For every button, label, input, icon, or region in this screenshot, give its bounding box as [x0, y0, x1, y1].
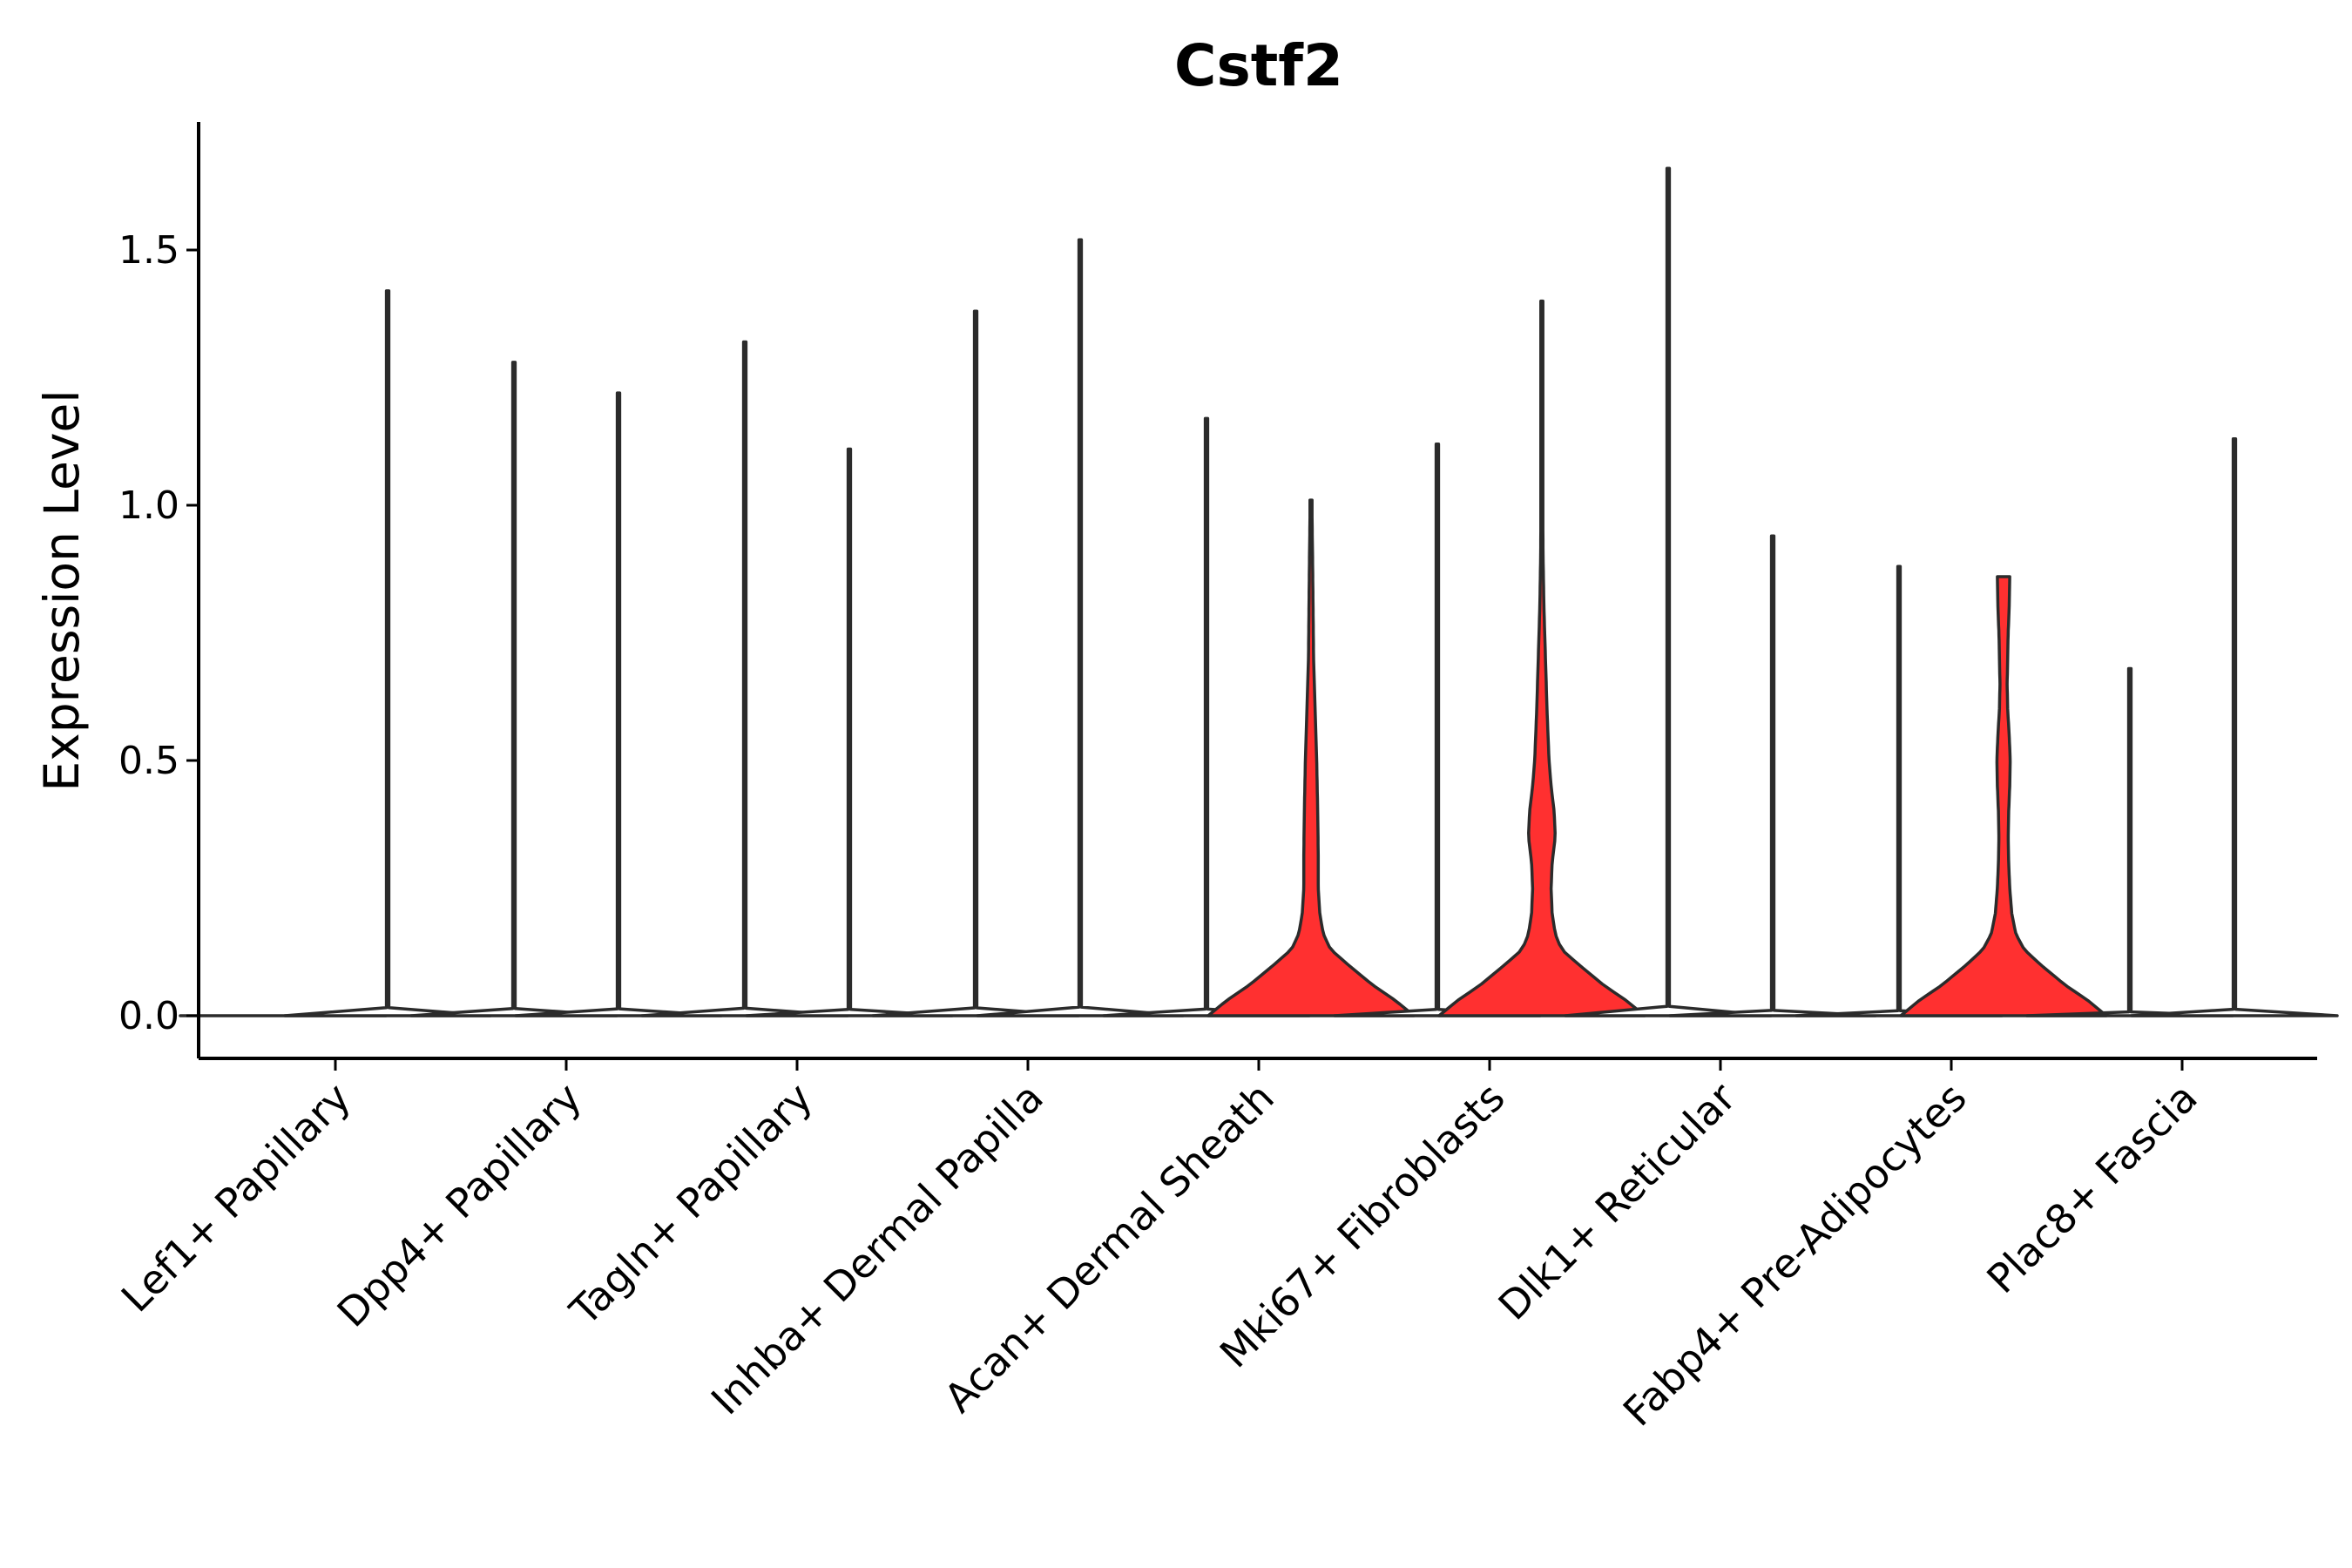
y-tick-label: 0.0 [118, 994, 179, 1038]
chart-title: Cstf2 [1174, 32, 1343, 99]
violin-right [976, 238, 1185, 1017]
violin-group [409, 361, 723, 1017]
violin-group [1794, 564, 2108, 1017]
x-tick-label: Dlk1+ Reticular [1490, 1074, 1745, 1329]
violin-right [514, 391, 723, 1017]
violin-left [871, 309, 1080, 1017]
x-tick-label: Plac8+ Fascia [1977, 1074, 2206, 1302]
violin-group [1333, 299, 1646, 1017]
violin-right [1206, 498, 1416, 1017]
violin-left [1794, 564, 2004, 1017]
y-tick-label: 1.5 [118, 228, 179, 273]
violin-group [1564, 166, 1877, 1017]
violin-right [1899, 575, 2108, 1017]
violin-left [1333, 442, 1542, 1017]
y-tick-label: 0.5 [118, 739, 179, 783]
x-tick-label: Tagln+ Papillary [560, 1074, 821, 1335]
violin-left [2025, 666, 2234, 1017]
violin-right [1437, 299, 1646, 1017]
y-axis: 0.0 0.5 1.0 1.5 [118, 122, 200, 1058]
violin-right [745, 447, 954, 1017]
violin-left [640, 340, 849, 1017]
violin-right [1668, 534, 1877, 1017]
violin-layer [179, 166, 2339, 1017]
violin-left [1564, 166, 1773, 1017]
violin-right [2130, 437, 2339, 1017]
violin-group [640, 340, 954, 1017]
x-tick-label: Dpp4+ Papillary [328, 1074, 591, 1336]
violin-group [871, 238, 1185, 1017]
y-tick-label: 1.0 [118, 483, 179, 528]
violin-right [283, 289, 492, 1017]
violin-group [179, 289, 492, 1017]
violin-group [1102, 416, 1416, 1017]
violin-left [409, 361, 618, 1017]
y-axis-label: Expression Level [34, 389, 90, 791]
violin-left [1102, 416, 1311, 1017]
x-tick-label: Lef1+ Papillary [112, 1074, 360, 1321]
violin-group [2025, 437, 2339, 1017]
